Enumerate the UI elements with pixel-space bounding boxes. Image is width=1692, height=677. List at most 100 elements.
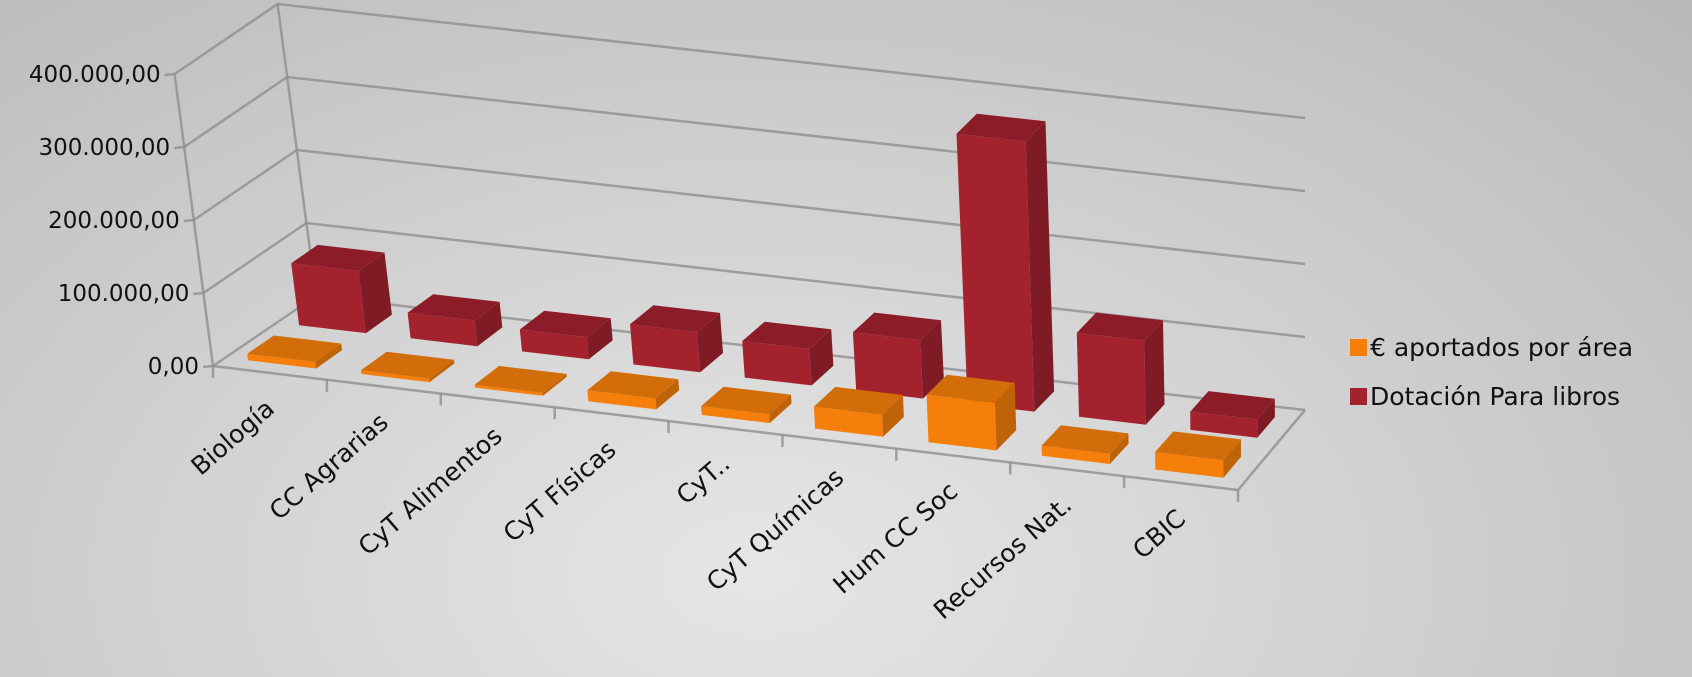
x-tick-label: CC Agrarias	[264, 407, 394, 525]
bar-front-face	[1155, 452, 1224, 478]
bar-top-face	[1041, 425, 1129, 454]
bar-top-face	[291, 244, 385, 271]
bar-front-face	[630, 324, 701, 373]
bar-top-face	[247, 335, 342, 362]
x-tick-label: Biología	[186, 394, 280, 481]
bar-dotacion	[852, 312, 944, 399]
bar-top-face	[361, 351, 454, 379]
bar-front-face	[852, 332, 923, 399]
bar-side-face	[920, 320, 944, 399]
bar-side-face	[1144, 320, 1165, 425]
bar-aportados	[1041, 425, 1129, 464]
back-wall-left-edge	[276, 3, 318, 297]
y-tick-label: 300.000,00	[38, 135, 170, 161]
bar-aportados	[361, 351, 455, 383]
bar-front-face	[956, 133, 1035, 412]
bar-top-face	[587, 371, 679, 399]
bar-front-face	[407, 312, 478, 347]
y-tick-label: 0,00	[148, 354, 199, 380]
bar-front-face	[1076, 332, 1146, 425]
bar-aportados	[587, 371, 680, 410]
legend: € aportados por área Dotación Para libro…	[1350, 333, 1633, 411]
x-tick-label: CyT Físicas	[498, 435, 622, 548]
bar-front-face	[247, 353, 317, 369]
y-tick-mark	[193, 291, 204, 296]
y-tick-label: 200.000,00	[48, 208, 180, 234]
bar-front-face	[813, 406, 884, 437]
x-tick-label: CyT Químicas	[701, 462, 849, 596]
gridline	[183, 75, 1306, 193]
bar-top-face	[926, 374, 1015, 403]
y-tick-mark	[164, 72, 175, 77]
x-tick-label: Recursos Nat.	[928, 490, 1077, 625]
bar-side-face	[1109, 433, 1129, 464]
bar-side-face	[882, 395, 904, 437]
bar-front-face	[474, 384, 543, 396]
legend-label-series-1: € aportados por área	[1370, 333, 1633, 362]
gridline	[173, 2, 1306, 120]
bar-top-face	[742, 321, 832, 349]
bar-aportados	[813, 386, 904, 437]
bar-aportados	[926, 374, 1017, 451]
bar-dotacion	[956, 113, 1055, 412]
bar-top-face	[1076, 312, 1163, 341]
bar-front-face	[587, 390, 657, 410]
bar-aportados	[474, 365, 567, 396]
bar-side-face	[1223, 439, 1241, 478]
bar-side-face	[655, 379, 680, 410]
bar-top-face	[701, 386, 791, 415]
bar-front-face	[1190, 411, 1258, 438]
bar-side-face	[1025, 121, 1055, 412]
bar-side-face	[542, 373, 567, 396]
bar-top-face	[474, 365, 567, 393]
bar-top-face	[1190, 391, 1275, 420]
y-tick-mark	[174, 145, 185, 150]
x-tick-label: Hum CC Soc	[827, 476, 963, 599]
bar-side-face	[1257, 398, 1275, 438]
bars	[247, 113, 1275, 478]
bar-side-face	[358, 252, 392, 334]
bar-top-face	[813, 386, 903, 415]
bar-top-face	[407, 294, 500, 321]
bar-side-face	[474, 301, 503, 347]
bar-aportados	[701, 386, 792, 424]
bar-front-face	[291, 263, 366, 334]
legend-label-series-2: Dotación Para libros	[1370, 382, 1620, 411]
bar-front-face	[361, 370, 430, 383]
bar-side-face	[586, 318, 613, 360]
bar-side-face	[315, 343, 342, 369]
bar-front-face	[701, 406, 770, 424]
x-tick-label: CBIC	[1127, 504, 1191, 565]
gridline	[193, 148, 1306, 266]
y-tick-mark	[202, 364, 214, 369]
bar-top-face	[956, 113, 1046, 142]
bar-dotacion	[519, 310, 613, 360]
bar-dotacion	[291, 244, 392, 334]
bar-front-face	[926, 394, 997, 451]
bar-top-face	[852, 312, 941, 341]
bar-front-face	[742, 341, 812, 386]
y-tick-mark	[183, 218, 194, 223]
bar-dotacion	[742, 321, 834, 386]
bar-top-face	[519, 310, 611, 338]
bar-dotacion	[1190, 391, 1275, 438]
bar-dotacion	[1076, 312, 1165, 425]
bar-dotacion	[407, 294, 503, 347]
bar-aportados	[247, 335, 342, 369]
bar-front-face	[1041, 445, 1110, 464]
legend-swatch-series-2	[1350, 388, 1367, 405]
y-axis-ticks: 0,00 100.000,00 200.000,00 300.000,00 400.00…	[29, 62, 214, 380]
y-tick-label: 100.000,00	[58, 281, 190, 307]
bar-aportados	[1155, 431, 1241, 478]
legend-swatch-series-1	[1350, 339, 1367, 356]
bar-top-face	[1155, 431, 1241, 461]
bar-side-face	[769, 394, 792, 424]
bar-top-face	[630, 305, 720, 333]
bar-side-face	[809, 329, 834, 386]
bar-front-face	[519, 329, 589, 360]
bar-dotacion	[630, 305, 723, 373]
x-tick-label: CyT..	[671, 449, 736, 511]
bar-side-face	[429, 359, 455, 383]
bar-side-face	[995, 382, 1017, 451]
